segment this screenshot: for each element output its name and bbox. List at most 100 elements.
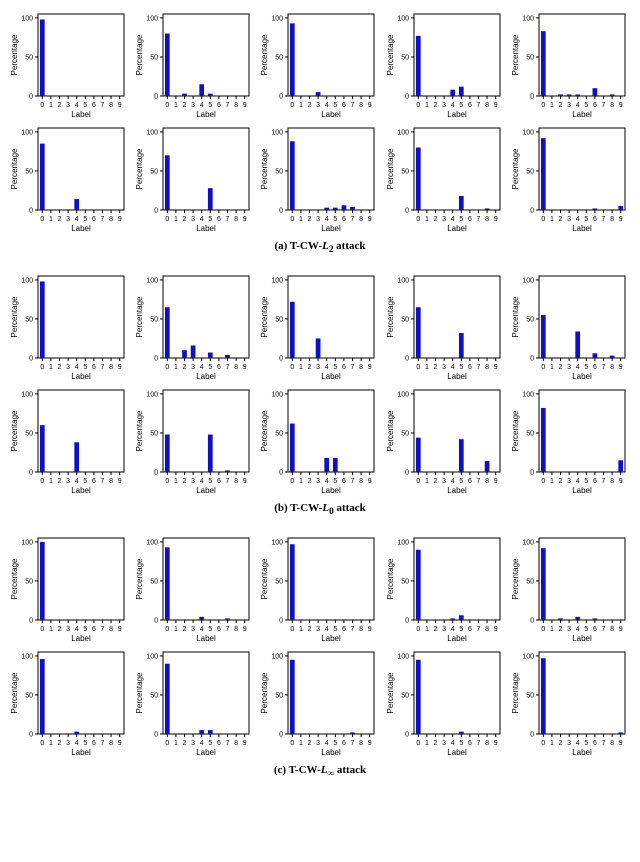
xtick-label: 2 bbox=[433, 364, 437, 371]
ytick-label: 50 bbox=[276, 54, 284, 61]
bar-5 bbox=[459, 196, 464, 210]
chart-frame bbox=[163, 390, 249, 472]
xtick-label: 3 bbox=[191, 102, 195, 109]
ytick-label: 100 bbox=[272, 392, 284, 399]
xtick-label: 6 bbox=[342, 364, 346, 371]
xtick-label: 7 bbox=[476, 478, 480, 485]
xlabel: Label bbox=[322, 748, 342, 757]
xtick-label: 2 bbox=[308, 478, 312, 485]
xtick-label: 7 bbox=[101, 626, 105, 633]
xtick-label: 8 bbox=[485, 216, 489, 223]
xtick-label: 5 bbox=[83, 364, 87, 371]
chart-1-0: 0501000123456789PercentageLabel bbox=[10, 272, 128, 382]
xtick-label: 4 bbox=[576, 626, 580, 633]
xtick-label: 6 bbox=[217, 102, 221, 109]
xtick-label: 5 bbox=[459, 102, 463, 109]
xtick-label: 2 bbox=[58, 216, 62, 223]
bar-0 bbox=[165, 307, 170, 358]
xtick-label: 6 bbox=[468, 102, 472, 109]
xtick-label: 7 bbox=[226, 478, 230, 485]
xtick-label: 7 bbox=[226, 364, 230, 371]
xtick-label: 4 bbox=[75, 102, 79, 109]
chart-frame bbox=[38, 390, 124, 472]
xtick-label: 1 bbox=[550, 626, 554, 633]
chart-2-0: 0501000123456789PercentageLabel bbox=[10, 534, 128, 644]
ytick-label: 50 bbox=[25, 431, 33, 438]
xtick-label: 0 bbox=[40, 478, 44, 485]
ytick-label: 50 bbox=[25, 693, 33, 700]
xtick-label: 3 bbox=[66, 478, 70, 485]
xtick-label: 8 bbox=[610, 364, 614, 371]
xtick-label: 2 bbox=[558, 102, 562, 109]
bar-3 bbox=[567, 94, 572, 96]
xlabel: Label bbox=[322, 486, 342, 495]
xtick-label: 6 bbox=[593, 216, 597, 223]
bar-4 bbox=[325, 208, 330, 210]
bar-2 bbox=[558, 94, 563, 96]
ytick-label: 0 bbox=[279, 732, 283, 739]
chart-2-7: 0501000123456789PercentageLabel bbox=[260, 648, 378, 758]
xtick-label: 6 bbox=[217, 626, 221, 633]
xtick-label: 3 bbox=[317, 740, 321, 747]
xtick-label: 3 bbox=[442, 740, 446, 747]
chart-frame bbox=[414, 14, 500, 96]
bar-0 bbox=[40, 659, 45, 734]
xlabel: Label bbox=[447, 748, 467, 757]
ytick-label: 100 bbox=[21, 278, 33, 285]
xtick-label: 8 bbox=[485, 740, 489, 747]
xtick-label: 6 bbox=[92, 740, 96, 747]
ytick-label: 0 bbox=[279, 208, 283, 215]
ytick-label: 100 bbox=[147, 392, 159, 399]
xtick-label: 7 bbox=[601, 626, 605, 633]
xtick-label: 1 bbox=[174, 740, 178, 747]
xtick-label: 0 bbox=[416, 740, 420, 747]
xlabel: Label bbox=[196, 486, 216, 495]
ytick-label: 0 bbox=[405, 618, 409, 625]
xtick-label: 3 bbox=[442, 364, 446, 371]
xtick-label: 9 bbox=[368, 216, 372, 223]
xtick-label: 1 bbox=[174, 478, 178, 485]
xtick-label: 4 bbox=[576, 478, 580, 485]
xlabel: Label bbox=[322, 372, 342, 381]
bar-6 bbox=[592, 88, 597, 96]
ylabel: Percentage bbox=[260, 672, 269, 713]
xtick-label: 2 bbox=[183, 364, 187, 371]
xtick-label: 0 bbox=[166, 626, 170, 633]
xtick-label: 6 bbox=[593, 626, 597, 633]
xtick-label: 8 bbox=[610, 740, 614, 747]
xtick-label: 0 bbox=[291, 102, 295, 109]
xtick-label: 6 bbox=[92, 626, 96, 633]
xtick-label: 9 bbox=[493, 740, 497, 747]
bar-0 bbox=[290, 141, 295, 210]
xtick-label: 0 bbox=[416, 478, 420, 485]
xtick-label: 9 bbox=[243, 478, 247, 485]
ytick-label: 50 bbox=[150, 693, 158, 700]
xtick-label: 7 bbox=[226, 102, 230, 109]
xtick-label: 7 bbox=[351, 102, 355, 109]
ytick-label: 0 bbox=[405, 356, 409, 363]
ytick-label: 100 bbox=[272, 654, 284, 661]
xtick-label: 4 bbox=[325, 216, 329, 223]
xtick-label: 4 bbox=[450, 216, 454, 223]
xtick-label: 3 bbox=[317, 216, 321, 223]
xtick-label: 9 bbox=[368, 364, 372, 371]
xtick-label: 4 bbox=[325, 740, 329, 747]
xtick-label: 2 bbox=[58, 740, 62, 747]
xtick-label: 8 bbox=[360, 364, 364, 371]
chart-frame bbox=[539, 276, 625, 358]
xtick-label: 1 bbox=[425, 478, 429, 485]
xtick-label: 4 bbox=[450, 626, 454, 633]
xtick-label: 8 bbox=[360, 216, 364, 223]
xlabel: Label bbox=[572, 110, 592, 119]
chart-frame bbox=[163, 14, 249, 96]
ylabel: Percentage bbox=[511, 296, 520, 337]
bar-5 bbox=[208, 435, 213, 472]
bar-0 bbox=[290, 302, 295, 358]
xtick-label: 2 bbox=[558, 626, 562, 633]
bar-7 bbox=[225, 619, 230, 621]
xtick-label: 4 bbox=[200, 102, 204, 109]
ytick-label: 100 bbox=[397, 278, 409, 285]
ytick-label: 0 bbox=[279, 470, 283, 477]
bar-0 bbox=[165, 664, 170, 734]
chart-0-5: 0501000123456789PercentageLabel bbox=[10, 124, 128, 234]
